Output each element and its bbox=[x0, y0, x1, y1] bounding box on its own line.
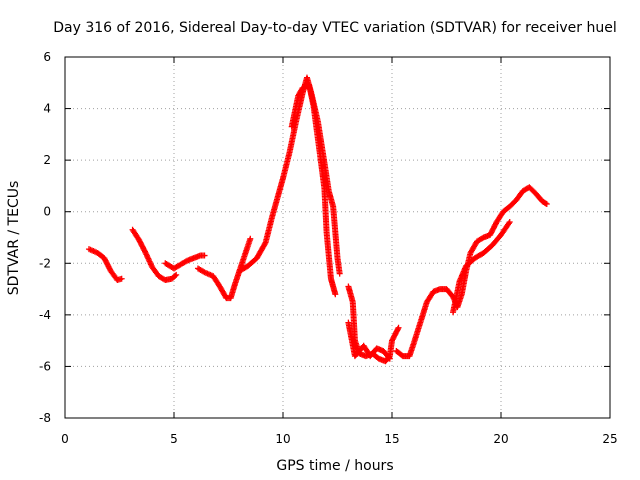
x-tick-label: 10 bbox=[275, 432, 290, 446]
x-tick-label: 15 bbox=[384, 432, 399, 446]
data-point bbox=[201, 252, 208, 259]
y-tick-label: 2 bbox=[43, 153, 51, 167]
data-points bbox=[85, 74, 550, 365]
data-point bbox=[173, 271, 180, 278]
data-point bbox=[506, 219, 513, 226]
data-point bbox=[247, 235, 254, 242]
y-tick-label: -8 bbox=[39, 411, 51, 425]
y-tick-label: 4 bbox=[43, 102, 51, 116]
x-axis-label: GPS time / hours bbox=[276, 458, 393, 474]
plot-frame bbox=[64, 56, 611, 419]
data-point bbox=[142, 248, 149, 255]
y-axis-label: SDTVAR / TECUs bbox=[6, 181, 22, 296]
data-point bbox=[543, 200, 550, 207]
data-point bbox=[261, 240, 268, 247]
axis-ticks: 0 5 10 15 20 25 -8 -6 -4 -2 0 2 4 6 bbox=[39, 50, 618, 446]
data-point bbox=[336, 270, 343, 277]
y-tick-label: 0 bbox=[43, 205, 51, 219]
x-tick-label: 25 bbox=[602, 432, 617, 446]
data-point bbox=[118, 275, 125, 282]
x-tick-label: 0 bbox=[61, 432, 69, 446]
data-point bbox=[394, 326, 401, 333]
x-tick-label: 20 bbox=[493, 432, 508, 446]
y-tick-label: 6 bbox=[43, 50, 51, 64]
y-tick-label: -6 bbox=[39, 359, 51, 373]
y-tick-label: -2 bbox=[39, 256, 51, 270]
x-tick-label: 5 bbox=[170, 432, 178, 446]
data-point bbox=[332, 291, 339, 298]
data-point bbox=[505, 220, 512, 227]
chart-title: Day 316 of 2016, Sidereal Day-to-day VTE… bbox=[53, 20, 616, 36]
y-tick-label: -4 bbox=[39, 308, 51, 322]
data-point bbox=[385, 354, 392, 361]
data-point bbox=[172, 272, 179, 279]
data-point bbox=[395, 324, 402, 331]
data-point bbox=[386, 355, 393, 362]
